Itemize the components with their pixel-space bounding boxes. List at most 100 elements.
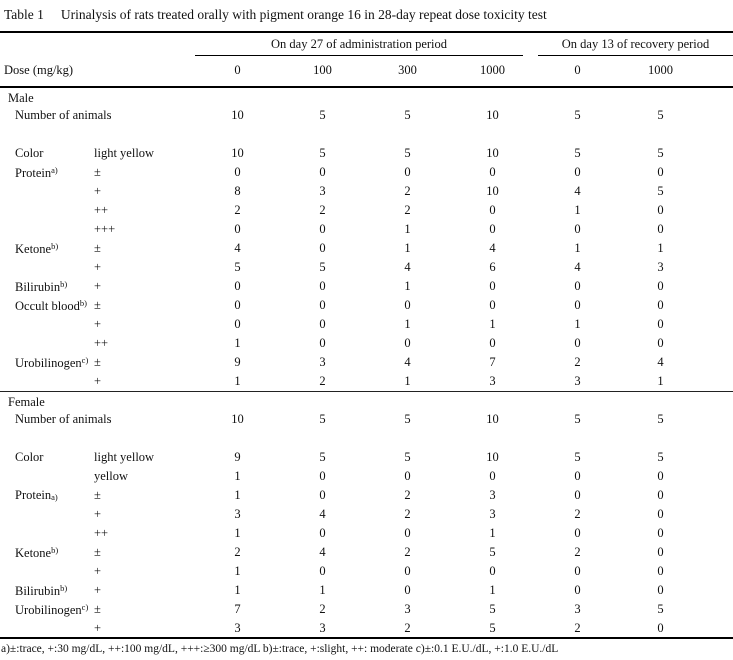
table-row: +1 0 0 0 0 0 — [0, 562, 733, 581]
cell-value: 0 — [404, 526, 411, 541]
cell-value: 0 — [657, 165, 664, 180]
section-header-row: Female — [0, 390, 733, 410]
cell-value: 3 — [489, 374, 496, 388]
table-row: Proteina) ±0 0 0 0 0 0 — [0, 163, 733, 182]
grade-label: ++ — [94, 526, 109, 541]
cell-value: 5 — [657, 602, 664, 617]
cell-value: 0 — [404, 564, 411, 579]
cell-value: 5 — [657, 412, 664, 427]
grade-label: + — [94, 583, 102, 598]
table-row: Bilirubinb) +0 0 1 0 0 0 — [0, 277, 733, 296]
cell-value: 1 — [234, 374, 241, 388]
table-row: +0 0 1 1 1 0 — [0, 315, 733, 334]
cell-value: 10 — [486, 412, 499, 427]
cell-value: 3 — [574, 602, 581, 617]
cell-value: 4 — [234, 241, 241, 256]
cell-value: 1 — [657, 241, 664, 256]
grade-label: ± — [94, 355, 101, 370]
grade-label: + — [94, 184, 102, 199]
cell-value: 0 — [404, 336, 411, 351]
urinalysis-table: On day 27 of administration period On da… — [0, 31, 733, 639]
cell-value: 0 — [319, 488, 326, 503]
grade-label: yellow — [94, 469, 129, 484]
cell-value: 10 — [486, 146, 499, 161]
grade-label: ± — [94, 488, 101, 503]
table-row: Bilirubinb) +1 1 0 1 0 0 — [0, 581, 733, 600]
cell-value: 0 — [574, 583, 581, 598]
cell-value: 0 — [574, 222, 581, 237]
cell-value: 1 — [404, 317, 411, 332]
grade-label: +++ — [94, 222, 116, 237]
cell-value: 1 — [404, 279, 411, 294]
cell-value: 0 — [404, 583, 411, 598]
grade-label: ± — [94, 241, 101, 256]
cell-value: 5 — [657, 450, 664, 465]
cell-value: 0 — [489, 564, 496, 579]
cell-value: 0 — [574, 165, 581, 180]
cell-value: 0 — [657, 488, 664, 503]
table-row: +5 5 4 6 4 3 — [0, 258, 733, 277]
cell-value: 4 — [574, 184, 581, 199]
row-label: Urobilinogenc) — [15, 354, 89, 370]
row-label — [0, 201, 92, 220]
section-name: Male — [8, 91, 34, 106]
cell-value: 2 — [574, 355, 581, 370]
cell-value: 5 — [574, 412, 581, 427]
cell-value: 2 — [574, 545, 581, 560]
cell-value: 5 — [489, 602, 496, 617]
cell-value: 0 — [319, 279, 326, 294]
cell-value: 0 — [234, 317, 241, 332]
cell-value: 2 — [404, 488, 411, 503]
cell-value: 2 — [574, 507, 581, 522]
cell-value: 5 — [319, 108, 326, 123]
table-caption: Urinalysis of rats treated orally with p… — [60, 7, 547, 22]
table-row: ++ 1 0 0 1 0 0 — [0, 524, 733, 543]
cell-value: 0 — [404, 298, 411, 313]
cell-value: 5 — [574, 108, 581, 123]
grade-label: light yellow — [94, 450, 155, 465]
grade-label: ++ — [94, 336, 109, 351]
cell-value: 5 — [489, 620, 496, 635]
cell-value: 0 — [657, 583, 664, 598]
footnote: a)±:trace, +:30 mg/dL, ++:100 mg/dL, +++… — [1, 643, 559, 655]
table-row: Occult bloodb) ±0 0 0 0 0 0 — [0, 296, 733, 315]
cell-value: 3 — [234, 507, 241, 522]
footnote-marker: b) — [51, 240, 59, 251]
cell-value: 0 — [574, 336, 581, 351]
cell-value: 0 — [489, 165, 496, 180]
cell-value: 2 — [234, 545, 241, 560]
table-row: Ketoneb) ±4 0 1 4 1 1 — [0, 239, 733, 258]
cell-value: 5 — [319, 260, 326, 275]
table-number: Table 1 — [4, 7, 44, 22]
cell-value: 0 — [234, 165, 241, 180]
cell-value: 8 — [234, 184, 241, 199]
cell-value: 2 — [404, 507, 411, 522]
cell-value: 0 — [319, 317, 326, 332]
grade-label: ± — [94, 165, 101, 180]
cell-value: 0 — [489, 298, 496, 313]
cell-value: 3 — [234, 620, 241, 635]
cell-value: 5 — [574, 450, 581, 465]
admin-period-group-header: On day 27 of administration period — [195, 37, 524, 56]
cell-value: 0 — [489, 336, 496, 351]
cell-value: 1 — [404, 241, 411, 256]
cell-value: 0 — [404, 165, 411, 180]
dose-value: 0 — [195, 56, 280, 88]
row-label: Urobilinogenc) — [15, 601, 89, 617]
row-label: Bilirubinb) — [15, 278, 68, 294]
cell-value: 3 — [319, 184, 326, 199]
footnote-marker: a) — [51, 492, 58, 503]
footnote-marker: b) — [79, 297, 88, 308]
row-label — [0, 220, 92, 239]
cell-value: 1 — [234, 564, 241, 579]
cell-value: 5 — [657, 184, 664, 199]
row-label: Number of animals — [15, 412, 112, 427]
footnote-marker: c) — [81, 354, 89, 365]
row-label: Bilirubinb) — [15, 582, 68, 598]
grade-label: ± — [94, 545, 101, 560]
cell-value: 9 — [234, 355, 241, 370]
footnote-marker: b) — [60, 582, 68, 593]
table-row: Color light yellow 10 5 5 10 5 5 — [0, 144, 733, 163]
cell-value: 3 — [319, 355, 326, 370]
dose-value: 0 — [535, 56, 621, 88]
